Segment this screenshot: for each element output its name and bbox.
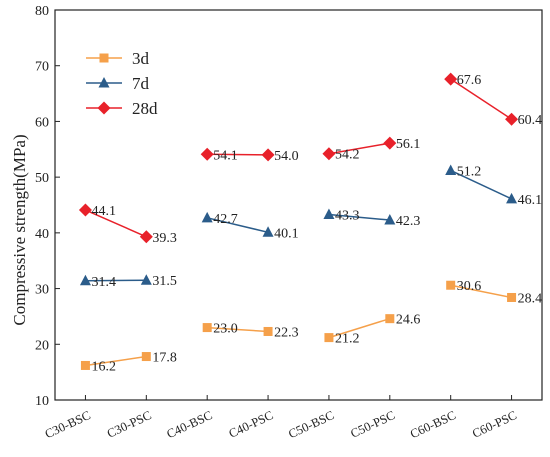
series-line-segment <box>207 153 269 156</box>
legend-label: 28d <box>132 99 158 118</box>
data-point <box>506 192 518 204</box>
data-point <box>201 211 213 223</box>
data-point <box>507 292 517 302</box>
y-tick-label: 50 <box>35 171 49 186</box>
data-point <box>200 147 214 161</box>
x-category-labels: C30-BSC C30-PSC C40-BSC C40-PSC C50-BSC C50-P… <box>43 395 519 441</box>
series-line-segment <box>450 284 512 299</box>
data-point <box>384 214 396 225</box>
series-line-segment <box>450 78 512 120</box>
data-point <box>446 280 456 290</box>
data-point <box>141 352 151 362</box>
data-label: 51.2 <box>457 164 482 179</box>
y-tick-label: 40 <box>35 227 49 242</box>
data-point <box>505 112 519 126</box>
data-point <box>80 360 90 370</box>
data-point <box>79 274 91 286</box>
data-point <box>383 136 397 150</box>
data-label: 17.8 <box>152 351 177 366</box>
series-line-segment <box>207 217 269 234</box>
data-label: 39.3 <box>152 231 177 246</box>
y-ticks: 10 20 30 40 50 60 70 80 <box>35 4 60 409</box>
data-label: 30.6 <box>457 279 482 294</box>
x-category-label: C40-PSC <box>227 408 276 441</box>
y-tick-label: 10 <box>35 394 49 409</box>
series-line-segment <box>85 279 147 282</box>
y-tick-label: 20 <box>35 338 49 353</box>
data-label: 23.0 <box>213 322 238 337</box>
legend-marker <box>99 53 109 63</box>
data-point <box>323 208 335 219</box>
y-tick-label: 30 <box>35 283 49 298</box>
x-category-label: C60-BSC <box>408 408 458 441</box>
data-point <box>445 164 457 175</box>
data-label: 40.1 <box>274 226 299 241</box>
series-line-segment <box>207 326 269 333</box>
data-label: 44.1 <box>91 204 116 219</box>
legend-label: 7d <box>132 74 150 93</box>
data-point <box>262 226 274 237</box>
data-label: 42.3 <box>396 214 421 229</box>
series-group: 16.2 17.8 23.0 22.3 21.2 24.6 30.6 28.4 31.4 31.5… <box>78 72 543 374</box>
data-point <box>261 148 275 162</box>
legend-marker <box>98 77 110 88</box>
data-label: 54.0 <box>274 149 299 164</box>
x-category-label: C30-BSC <box>43 408 93 441</box>
data-label: 56.1 <box>396 137 421 152</box>
data-label: 28.4 <box>518 291 543 306</box>
axes <box>54 9 543 401</box>
x-category-label: C50-PSC <box>348 408 397 441</box>
data-label: 24.6 <box>396 313 421 328</box>
legend-label: 3d <box>132 49 150 68</box>
data-label: 21.2 <box>335 332 360 347</box>
data-point <box>324 333 334 343</box>
data-label: 42.7 <box>213 212 238 227</box>
data-point <box>139 230 153 244</box>
data-label: 67.6 <box>457 73 482 88</box>
series-7d: 31.4 31.5 42.7 40.1 43.3 42.3 51.2 46.1 <box>79 164 543 290</box>
data-label: 54.1 <box>213 148 238 163</box>
series-line-segment <box>328 213 390 221</box>
x-category-label: C60-PSC <box>470 408 519 441</box>
data-point <box>322 147 336 161</box>
data-point <box>444 72 458 86</box>
series-line-segment <box>328 317 391 339</box>
series-line-segment <box>450 169 512 200</box>
data-label: 60.4 <box>518 113 543 128</box>
data-label: 31.5 <box>152 274 177 289</box>
legend: 3d 7d 28d <box>86 49 158 118</box>
x-category-label: C40-BSC <box>164 408 214 441</box>
data-label: 46.1 <box>518 193 543 208</box>
legend-marker <box>97 101 111 115</box>
series-28d: 44.1 39.3 54.1 54.0 54.2 56.1 67.6 60.4 <box>78 72 543 246</box>
data-point <box>385 314 395 324</box>
plot-frame <box>54 9 543 401</box>
x-category-label: C50-BSC <box>286 408 336 441</box>
data-label: 22.3 <box>274 325 299 340</box>
data-label: 43.3 <box>335 208 360 223</box>
y-tick-label: 80 <box>35 4 49 19</box>
series-line-segment <box>85 209 147 238</box>
x-category-label: C30-PSC <box>105 408 154 441</box>
data-point <box>263 326 273 336</box>
y-axis-title: Compressive strength(MPa) <box>10 134 29 325</box>
series-line-segment <box>328 142 390 155</box>
data-label: 31.4 <box>91 275 116 290</box>
data-label: 16.2 <box>91 359 116 374</box>
data-point <box>78 203 92 217</box>
y-tick-label: 60 <box>35 115 49 130</box>
y-tick-label: 70 <box>35 60 49 75</box>
series-3d: 16.2 17.8 23.0 22.3 21.2 24.6 30.6 28.4 <box>80 279 543 374</box>
data-point <box>202 323 212 333</box>
series-line-segment <box>85 355 147 367</box>
data-label: 54.2 <box>335 148 360 163</box>
data-point <box>140 274 152 285</box>
